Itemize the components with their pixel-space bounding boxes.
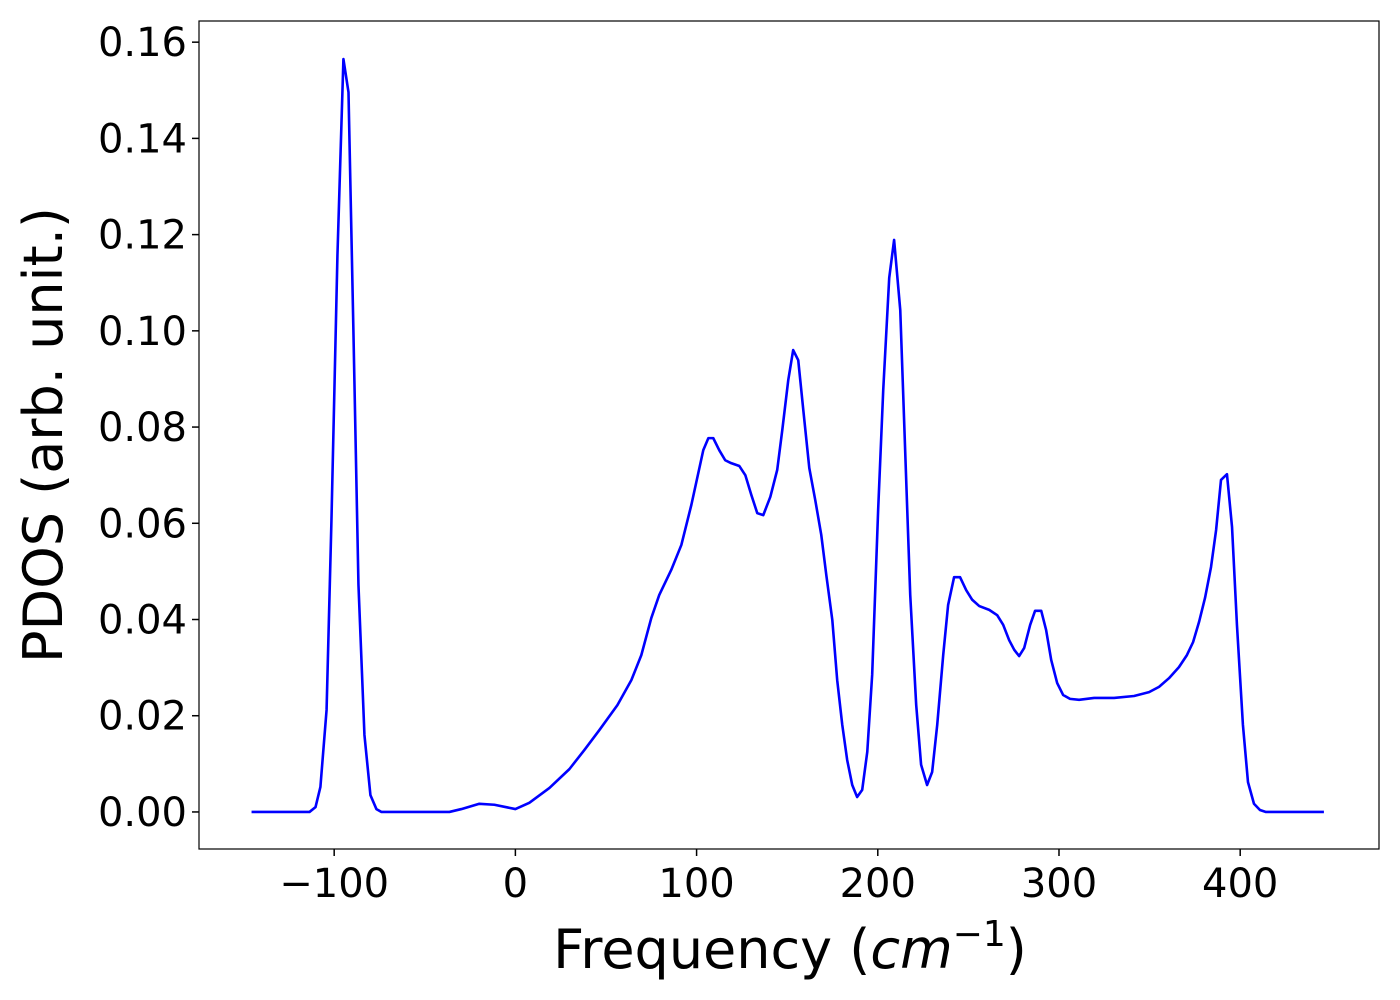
x-tick-label: −100 [279, 861, 389, 907]
y-tick-label: 0.14 [98, 116, 187, 162]
plot-frame [198, 20, 1380, 850]
x-tick-label: 200 [840, 861, 916, 907]
y-axis-label: PDOS (arb. unit.) [12, 207, 75, 663]
y-tick-label: 0.16 [98, 20, 187, 66]
y-tick-label: 0.10 [98, 309, 187, 355]
x-tick-label: 0 [503, 861, 528, 907]
line [251, 57, 1324, 814]
x-tick-label: 100 [658, 861, 734, 907]
x-label-part: Frequency ( [553, 918, 870, 981]
y-tick-label: 0.12 [98, 213, 187, 259]
x-label-part: ) [1006, 918, 1027, 981]
x-label-part: cm [870, 918, 952, 981]
y-tick-label: 0.04 [98, 598, 187, 644]
x-tick-label: 300 [1021, 861, 1097, 907]
y-tick-label: 0.02 [98, 694, 187, 740]
x-label-part: −1 [953, 914, 1006, 955]
y-tick-label: 0.06 [98, 501, 187, 547]
y-tick-label: 0.00 [98, 790, 187, 836]
x-tick-label: 400 [1202, 861, 1278, 907]
x-axis-label: Frequency (cm−1) [553, 914, 1027, 981]
y-tick-label: 0.08 [98, 405, 187, 451]
